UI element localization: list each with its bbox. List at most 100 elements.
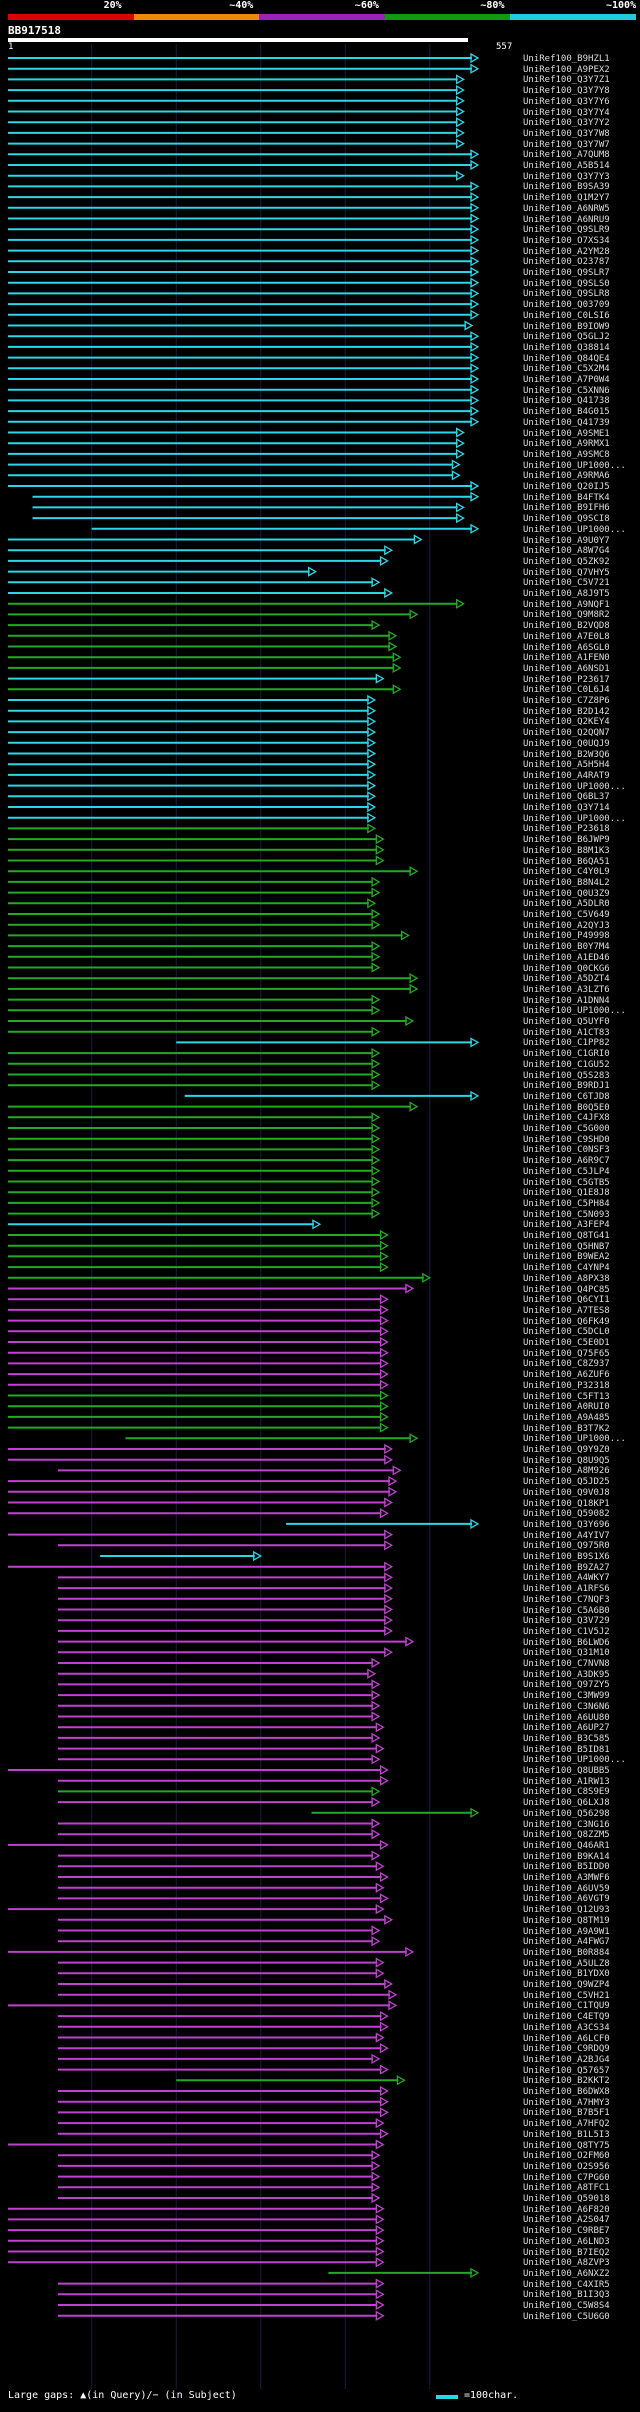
hit-label[interactable]: UniRef100_A9RMX1	[523, 439, 610, 450]
hit-label[interactable]: UniRef100_B7IEQ2	[523, 2247, 610, 2258]
hit-label[interactable]: UniRef100_C4JFX8	[523, 1113, 610, 1124]
hit-label[interactable]: UniRef100_A5DZT4	[523, 974, 610, 985]
hit-UniRef100_Q9M8R2[interactable]	[8, 609, 419, 620]
hit-label[interactable]: UniRef100_A5DLR0	[523, 899, 610, 910]
hit-UniRef100_Q3Y7Z1[interactable]	[8, 74, 465, 85]
hit-UniRef100_Q7VHY5[interactable]	[8, 566, 318, 577]
hit-label[interactable]: UniRef100_UP1000...	[523, 781, 626, 792]
hit-label[interactable]: UniRef100_C4Y0L9	[523, 867, 610, 878]
hit-UniRef100_C0NSF3[interactable]	[8, 1144, 381, 1155]
hit-label[interactable]: UniRef100_UP1000...	[523, 1006, 626, 1017]
hit-UniRef100_C3NG16[interactable]	[57, 1818, 381, 1829]
hit-UniRef100_P49998[interactable]	[8, 930, 410, 941]
hit-label[interactable]: UniRef100_C8S9E9	[523, 1787, 610, 1798]
hit-UniRef100_A8J9T5[interactable]	[8, 587, 394, 599]
hit-label[interactable]: UniRef100_P49998	[523, 931, 610, 942]
hit-label[interactable]: UniRef100_A6LCF0	[523, 2033, 610, 2044]
hit-UniRef100_A1FEN0[interactable]	[8, 652, 402, 663]
hit-label[interactable]: UniRef100_UP1000...	[523, 524, 626, 535]
hit-UniRef100_B9RDJ1[interactable]	[8, 1080, 381, 1091]
hit-UniRef100_Q03709[interactable]	[8, 298, 480, 310]
hit-label[interactable]: UniRef100_Q6BL37	[523, 792, 610, 803]
hit-UniRef100_A1ED46[interactable]	[8, 951, 381, 962]
hit-UniRef100_A7HMY3[interactable]	[57, 2096, 389, 2107]
hit-UniRef100_A6UV59[interactable]	[57, 1882, 385, 1893]
hit-UniRef100_A9PEX2[interactable]	[8, 63, 480, 74]
hit-UniRef100_Q20IJ5[interactable]	[8, 480, 480, 492]
hit-UniRef100_C3MW99[interactable]	[57, 1689, 381, 1701]
hit-UniRef100_Q3Y7Y8[interactable]	[8, 84, 465, 96]
hit-UniRef100_B5ID81[interactable]	[57, 1743, 385, 1754]
hit-label[interactable]: UniRef100_C5VH21	[523, 1990, 610, 2001]
hit-UniRef100_C4YNP4[interactable]	[8, 1261, 389, 1273]
hit-label[interactable]: UniRef100_Q5UYF0	[523, 1017, 610, 1027]
hit-label[interactable]: UniRef100_Q9V0J8	[523, 1487, 610, 1498]
hit-UniRef100_Q8U9Q5[interactable]	[8, 1454, 394, 1465]
hit-UniRef100_B3T7K2[interactable]	[8, 1422, 389, 1433]
hit-UniRef100_C1GRI0[interactable]	[8, 1047, 381, 1059]
hit-UniRef100_Q18KP1[interactable]	[8, 1497, 394, 1508]
hit-label[interactable]: UniRef100_A2YM28	[523, 246, 610, 257]
hit-label[interactable]: UniRef100_Q9WZP4	[523, 1980, 610, 1990]
hit-label[interactable]: UniRef100_B9S1X6	[523, 1552, 610, 1562]
hit-label[interactable]: UniRef100_A9U0Y7	[523, 535, 610, 546]
hit-UniRef100_Q31M10[interactable]	[57, 1647, 394, 1658]
hit-label[interactable]: UniRef100_A4RAT9	[523, 770, 610, 781]
hit-UniRef100_Q2QQN7[interactable]	[8, 726, 377, 738]
hit-UniRef100_A2BJG4[interactable]	[57, 2053, 381, 2065]
hit-label[interactable]: UniRef100_B5ID81	[523, 1744, 610, 1755]
hit-UniRef100_C0LSI6[interactable]	[8, 309, 480, 320]
hit-UniRef100_A5DZT4[interactable]	[8, 973, 419, 984]
hit-label[interactable]: UniRef100_Q5ZK92	[523, 556, 610, 567]
hit-label[interactable]: UniRef100_A8J9T5	[523, 589, 610, 599]
hit-label[interactable]: UniRef100_Q56298	[523, 1808, 610, 1819]
hit-UniRef100_C1TQU9[interactable]	[8, 2000, 398, 2011]
hit-label[interactable]: UniRef100_Q5S283	[523, 1070, 610, 1081]
hit-label[interactable]: UniRef100_A9SME1	[523, 428, 610, 439]
hit-label[interactable]: UniRef100_C1GU52	[523, 1059, 610, 1070]
hit-UniRef100_C7NQF3[interactable]	[57, 1593, 394, 1604]
hit-label[interactable]: UniRef100_Q41738	[523, 396, 610, 407]
hit-UniRef100_C5G000[interactable]	[8, 1122, 381, 1134]
hit-label[interactable]: UniRef100_B1YDX0	[523, 1969, 610, 1980]
hit-label[interactable]: UniRef100_Q8TM19	[523, 1915, 610, 1926]
hit-UniRef100_C9RBE7[interactable]	[8, 2224, 385, 2236]
hit-label[interactable]: UniRef100_A6R9C7	[523, 1156, 610, 1167]
hit-UniRef100_B6DWX8[interactable]	[57, 2085, 389, 2097]
hit-UniRef100_C5DCL0[interactable]	[8, 1326, 389, 1337]
hit-label[interactable]: UniRef100_A9A485	[523, 1412, 610, 1423]
hit-UniRef100_UP1000...[interactable]	[8, 780, 377, 791]
hit-UniRef100_C1GU52[interactable]	[8, 1058, 381, 1069]
hit-label[interactable]: UniRef100_A5B514	[523, 161, 610, 171]
hit-label[interactable]: UniRef100_B9IOW9	[523, 321, 610, 332]
hit-UniRef100_B0R884[interactable]	[8, 1946, 415, 1958]
hit-label[interactable]: UniRef100_Q0UQJ9	[523, 738, 610, 749]
hit-UniRef100_UP1000...[interactable]	[91, 523, 480, 534]
hit-label[interactable]: UniRef100_O2S956	[523, 2161, 610, 2172]
hit-UniRef100_Q5JD25[interactable]	[8, 1475, 398, 1487]
hit-UniRef100_A9U0Y7[interactable]	[8, 534, 423, 545]
hit-label[interactable]: UniRef100_Q3Y7Y6	[523, 96, 610, 107]
hit-UniRef100_Q3Y714[interactable]	[8, 801, 377, 813]
hit-UniRef100_B9KA14[interactable]	[57, 1850, 381, 1861]
hit-UniRef100_A6ZUF6[interactable]	[8, 1368, 389, 1380]
hit-label[interactable]: UniRef100_A7TES8	[523, 1305, 610, 1316]
hit-UniRef100_B9ZA27[interactable]	[8, 1561, 394, 1572]
hit-label[interactable]: UniRef100_UP1000...	[523, 813, 626, 824]
hit-label[interactable]: UniRef100_Q8TY75	[523, 2140, 610, 2151]
hit-label[interactable]: UniRef100_A7P0W4	[523, 375, 610, 385]
hit-label[interactable]: UniRef100_A1RW13	[523, 1776, 610, 1787]
hit-label[interactable]: UniRef100_A8TFC1	[523, 2183, 610, 2194]
hit-label[interactable]: UniRef100_Q18KP1	[523, 1498, 610, 1509]
hit-UniRef100_Q3Y7Y4[interactable]	[8, 106, 465, 117]
hit-label[interactable]: UniRef100_B1I3Q3	[523, 2290, 610, 2301]
hit-UniRef100_C5W8S4[interactable]	[57, 2299, 385, 2311]
hit-label[interactable]: UniRef100_C7NQF3	[523, 1594, 610, 1605]
hit-label[interactable]: UniRef100_A6ZUF6	[523, 1370, 610, 1381]
hit-label[interactable]: UniRef100_B1L5I3	[523, 2129, 610, 2140]
hit-UniRef100_B9HZL1[interactable]	[8, 52, 480, 64]
hit-label[interactable]: UniRef100_C3MW99	[523, 1691, 610, 1702]
hit-UniRef100_A6SGL0[interactable]	[8, 641, 398, 652]
hit-label[interactable]: UniRef100_A6NXZ2	[523, 2268, 610, 2279]
hit-UniRef100_A9RMX1[interactable]	[8, 438, 465, 449]
